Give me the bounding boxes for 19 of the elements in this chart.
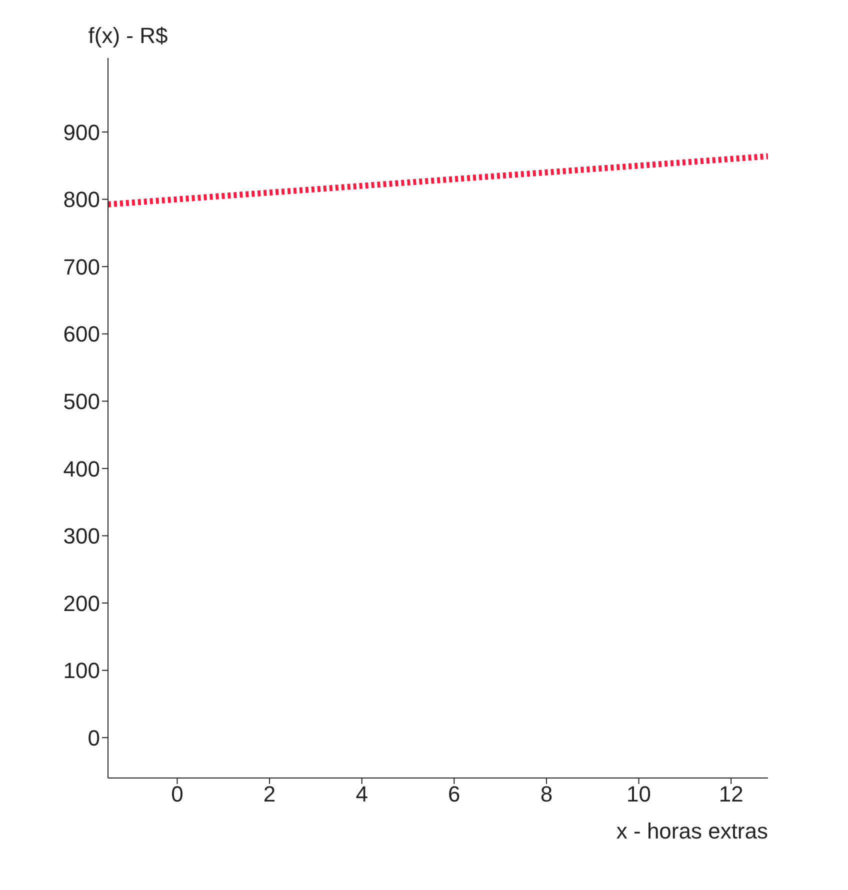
y-tick-label: 400 <box>63 456 100 482</box>
y-tick-label: 600 <box>63 322 100 347</box>
y-tick-label: 300 <box>63 524 100 549</box>
x-tick-label: 0 <box>171 782 184 807</box>
x-tick-label: 4 <box>356 782 368 807</box>
y-tick-label: 0 <box>88 725 100 750</box>
y-tick-label: 200 <box>63 590 100 616</box>
y-tick-label: 900 <box>63 120 100 145</box>
x-tick-label: 2 <box>263 782 276 807</box>
x-tick-label: 12 <box>718 782 744 807</box>
y-tick-label: 500 <box>63 388 100 414</box>
x-tick-label: 10 <box>626 782 652 807</box>
x-tick-label: 8 <box>540 782 553 807</box>
y-axis-title: f(x) - R$ <box>88 23 168 48</box>
x-axis-title: x - horas extras <box>616 818 768 844</box>
y-tick-label: 100 <box>63 658 100 684</box>
y-tick-label: 800 <box>63 187 100 212</box>
x-tick-label: 6 <box>448 782 460 807</box>
y-tick-label: 700 <box>63 254 100 280</box>
